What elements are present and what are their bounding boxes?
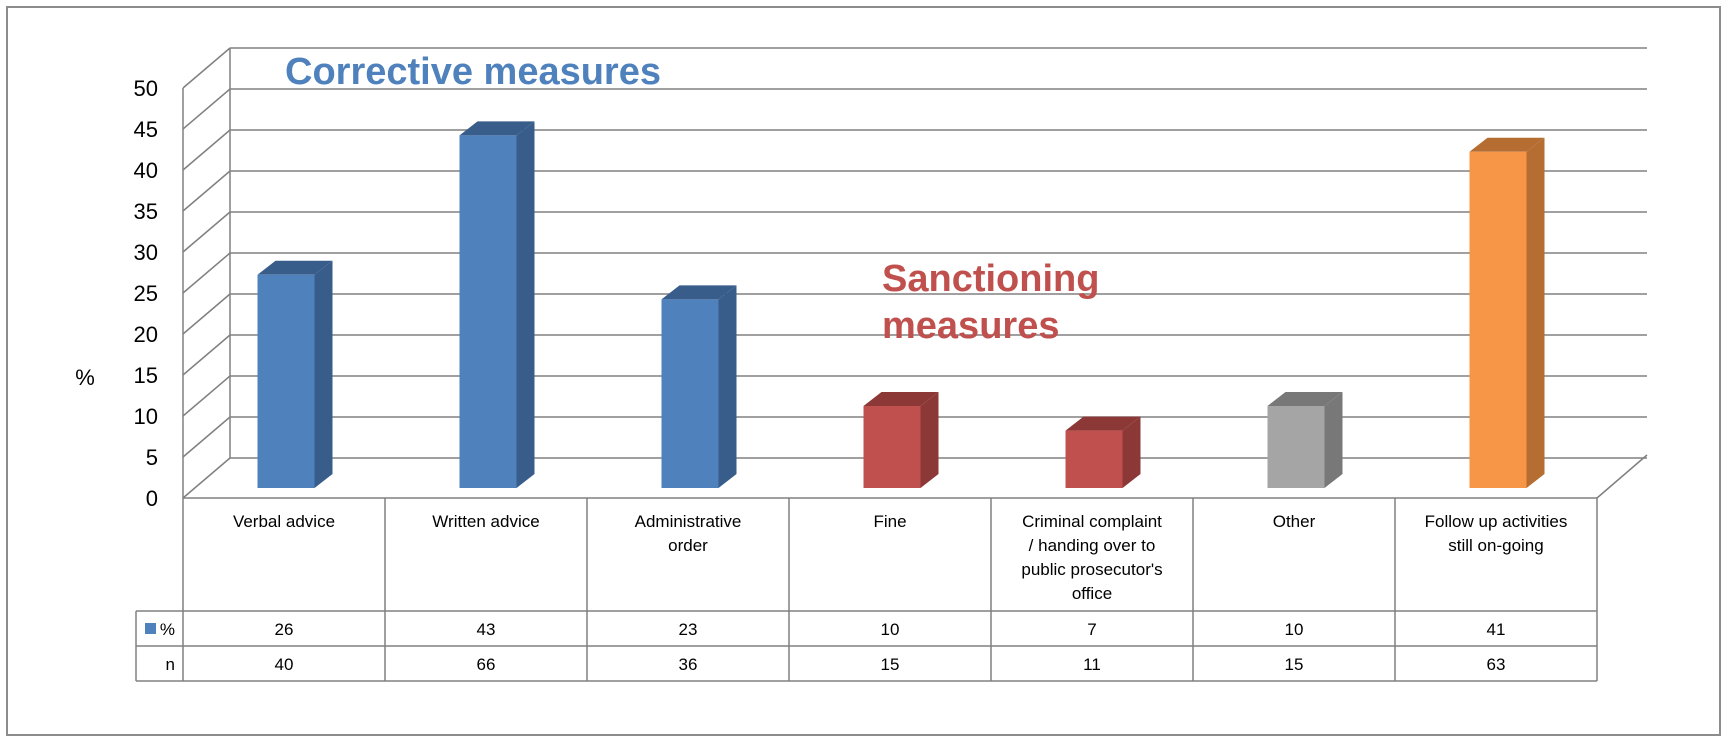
- y-tick-label: 40: [134, 158, 158, 183]
- bar: [863, 392, 939, 488]
- bar-front: [459, 135, 517, 488]
- bar: [1267, 392, 1343, 488]
- category-label: / handing over to: [1029, 536, 1156, 555]
- bar-side: [920, 392, 939, 488]
- y-tick-label: 30: [134, 240, 158, 265]
- table-cell: 10: [1285, 620, 1304, 639]
- bar: [459, 121, 535, 489]
- table-cell: 11: [1083, 655, 1101, 674]
- bar-top: [1065, 416, 1141, 431]
- table-cell: 26: [275, 620, 294, 639]
- y-tick-label: 15: [134, 363, 158, 388]
- y-tick-label: 20: [134, 322, 158, 347]
- bar-top: [1267, 392, 1343, 406]
- y-tick-label: 5: [146, 445, 158, 470]
- category-label: Written advice: [432, 512, 539, 531]
- table-row-label: n: [166, 655, 175, 674]
- bar-side: [314, 260, 333, 488]
- side-wall-line: [182, 334, 231, 376]
- y-tick-label: 50: [134, 76, 158, 101]
- side-wall-line: [182, 252, 231, 294]
- bar-top: [459, 121, 535, 136]
- bar-top: [863, 392, 939, 406]
- category-label: office: [1072, 584, 1112, 603]
- bar-side: [1526, 137, 1545, 489]
- y-axis-label: %: [75, 365, 95, 390]
- bar-side: [718, 285, 737, 488]
- y-tick-label: 0: [146, 486, 158, 511]
- annotation-corrective: Corrective measures: [285, 51, 661, 93]
- bar-side: [1324, 392, 1343, 488]
- bar-side: [516, 121, 535, 489]
- table-cell: 15: [1285, 655, 1304, 674]
- side-wall-line: [182, 293, 231, 335]
- bar-front: [1065, 430, 1123, 488]
- bar: [257, 260, 333, 488]
- bar-top: [257, 260, 333, 275]
- y-tick-label: 25: [134, 281, 158, 306]
- side-wall-line: [182, 129, 231, 171]
- y-tick-label: 35: [134, 199, 158, 224]
- table-cell: 66: [477, 655, 496, 674]
- category-label: still on-going: [1448, 536, 1543, 555]
- table-cell: 63: [1487, 655, 1506, 674]
- bar: [661, 285, 737, 488]
- side-wall-line: [182, 211, 231, 253]
- table-cell: 43: [477, 620, 496, 639]
- table-cell: 7: [1087, 620, 1096, 639]
- table-cell: 40: [275, 655, 294, 674]
- bar-front: [661, 299, 719, 488]
- side-wall-line: [182, 170, 231, 212]
- bar-front: [1469, 151, 1527, 489]
- legend-key: [145, 623, 156, 634]
- category-label: Criminal complaint: [1022, 512, 1162, 531]
- bar-front: [257, 274, 315, 488]
- category-label: order: [668, 536, 708, 555]
- bar: [1065, 416, 1141, 488]
- table-cell: 15: [881, 655, 900, 674]
- side-wall-line: [182, 47, 231, 89]
- bar-side: [1122, 416, 1141, 488]
- table-cell: 23: [679, 620, 698, 639]
- table-cell: 36: [679, 655, 698, 674]
- side-wall-line: [182, 375, 231, 417]
- floor-right-edge: [1596, 454, 1648, 499]
- category-label: Verbal advice: [233, 512, 335, 531]
- annotation-sanctioning: Sanctioning: [882, 258, 1099, 300]
- category-label: public prosecutor's: [1021, 560, 1162, 579]
- side-wall-line: [182, 457, 231, 499]
- table-row-label: %: [160, 620, 175, 639]
- y-tick-label: 45: [134, 117, 158, 142]
- side-wall-line: [182, 88, 231, 130]
- category-label: Other: [1273, 512, 1316, 531]
- table-cell: 41: [1487, 620, 1506, 639]
- annotation-sanctioning: measures: [882, 305, 1059, 347]
- bar-front: [863, 406, 921, 488]
- side-wall-line: [182, 416, 231, 458]
- bar-front: [1267, 406, 1325, 488]
- bar-top: [661, 285, 737, 300]
- bar-top: [1469, 137, 1545, 152]
- y-tick-label: 10: [134, 404, 158, 429]
- category-label: Administrative: [635, 512, 742, 531]
- category-label: Fine: [873, 512, 906, 531]
- bar: [1469, 137, 1545, 489]
- category-label: Follow up activities: [1425, 512, 1568, 531]
- table-cell: 10: [881, 620, 900, 639]
